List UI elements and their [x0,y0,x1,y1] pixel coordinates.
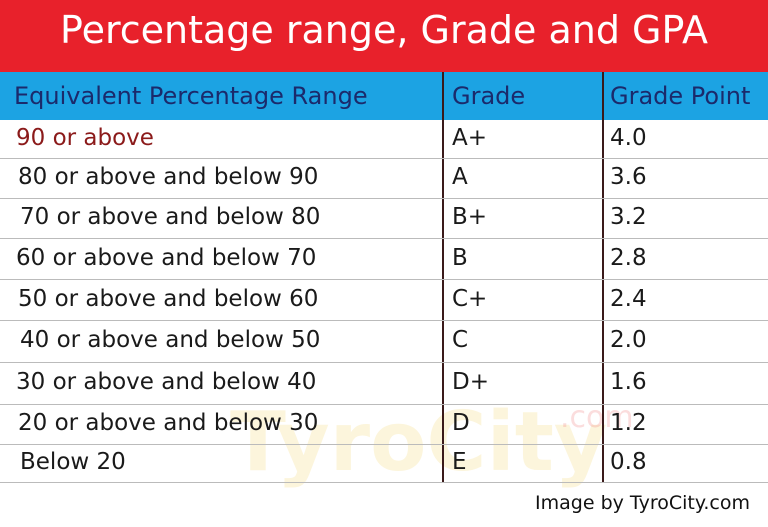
column-header: Equivalent Percentage Range [14,82,368,110]
table-cell: 70 or above and below 80 [20,204,321,230]
table-cell: 90 or above [16,125,154,151]
column-divider [602,72,604,482]
watermark-suffix: .com [560,400,634,435]
table-header: Equivalent Percentage Range Grade Grade … [0,72,768,120]
table-cell: Below 20 [20,449,126,475]
row-divider [0,362,768,363]
table-cell: 50 or above and below 60 [18,285,319,312]
table-cell: 60 or above and below 70 [16,244,317,271]
table-cell: 1.6 [610,369,647,395]
column-header: Grade [452,82,526,110]
table-cell: 80 or above and below 90 [18,164,319,190]
table-cell: 0.8 [610,449,647,475]
table-cell: 2.8 [610,244,647,271]
table-cell: 40 or above and below 50 [20,327,321,353]
table-cell: A [452,164,468,190]
image-credit: Image by TyroCity.com [535,492,750,514]
table-cell: 3.6 [610,164,647,190]
table-cell: 30 or above and below 40 [16,369,317,395]
row-divider [0,238,768,239]
column-header: Grade Point [610,82,751,110]
title: Percentage range, Grade and GPA [60,8,708,52]
table-cell: C+ [452,285,488,312]
table-cell: 2.4 [610,285,647,312]
title-banner: Percentage range, Grade and GPA [0,0,768,72]
table-cell: E [452,449,467,475]
row-divider [0,158,768,159]
table-cell: B+ [452,204,488,230]
table-cell: 20 or above and below 30 [18,410,319,436]
table-cell: 1.2 [610,410,647,436]
row-divider [0,198,768,199]
watermark: TyroCity [230,395,608,490]
row-divider [0,444,768,445]
column-divider [442,72,444,482]
table-cell: 4.0 [610,125,647,151]
row-divider [0,279,768,280]
row-divider [0,320,768,321]
table-cell: C [452,327,469,353]
row-divider [0,482,768,483]
table-cell: B [452,244,468,271]
table-cell: D [452,410,470,436]
table-cell: D+ [452,369,489,395]
table-cell: 3.2 [610,204,647,230]
table-cell: A+ [452,125,488,151]
table-cell: 2.0 [610,327,647,353]
row-divider [0,404,768,405]
